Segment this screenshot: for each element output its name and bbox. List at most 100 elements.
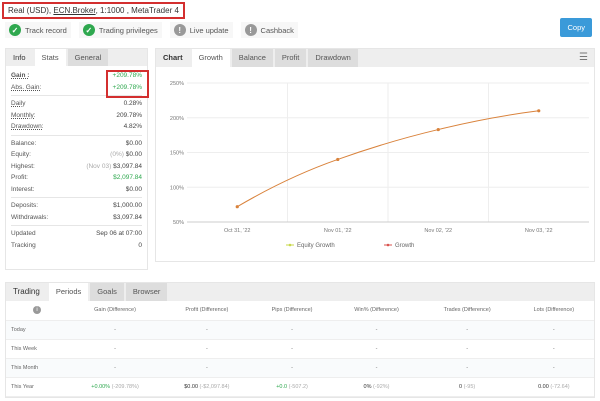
- periods-table: i Gain (Difference) Profit (Difference) Pip…: [6, 301, 594, 397]
- stat-label[interactable]: Abs. Gain:: [11, 83, 42, 91]
- table-cell: 0 (-95): [420, 377, 514, 397]
- table-cell: -: [420, 358, 514, 378]
- stat-label[interactable]: Gain :: [11, 72, 30, 79]
- chart-panel: Chart Growth Balance Profit Drawdown ☰ 2…: [155, 48, 595, 262]
- tab-drawdown[interactable]: Drawdown: [308, 49, 358, 67]
- table-cell: -: [332, 320, 421, 340]
- badge-cashback: ! Cashback: [240, 22, 298, 38]
- check-icon: ✓: [82, 24, 95, 36]
- cell-value: -: [205, 326, 208, 333]
- stat-label: Profit:: [11, 174, 28, 181]
- row-label: This Month: [6, 358, 68, 378]
- stat-value: $3,097.84: [113, 162, 142, 170]
- tab-browser[interactable]: Browser: [125, 283, 168, 301]
- stat-value: $1,000.00: [113, 202, 142, 209]
- table-row: This Month - - - - - -: [6, 358, 594, 378]
- tab-info[interactable]: Info: [6, 49, 33, 66]
- cell-value: -: [466, 364, 469, 371]
- exclamation-icon: !: [244, 24, 257, 36]
- stat-label: Deposits:: [11, 202, 39, 209]
- stat-value: $3,097.84: [113, 213, 142, 221]
- stat-equity: Equity: (0%) $0.00: [6, 149, 147, 161]
- cell-value: -: [291, 326, 293, 333]
- stat-value: $2,097.84: [113, 174, 142, 181]
- badge-label: Live update: [189, 25, 229, 35]
- badge-live-update: ! Live update: [169, 22, 233, 38]
- cell-value: -: [466, 326, 469, 333]
- badge-label: Trading privileges: [98, 25, 158, 35]
- table-cell: -: [420, 320, 514, 340]
- stat-daily: Daily 0.28%: [6, 98, 147, 110]
- periods-panel: Trading Periods Goals Browser i Gain (Dif…: [5, 282, 595, 398]
- y-tick-label: 100%: [170, 185, 184, 191]
- copy-button[interactable]: Copy: [560, 18, 592, 37]
- account-type: Real (USD),: [8, 6, 52, 15]
- stat-balance: Balance: $0.00: [6, 138, 147, 150]
- cell-value: -: [375, 364, 378, 371]
- tab-profit[interactable]: Profit: [274, 49, 307, 67]
- cell-difference: (-92%): [373, 383, 390, 390]
- x-tick-label: Oct 31, '22: [224, 228, 250, 234]
- exclamation-icon: !: [173, 24, 186, 36]
- stat-drawdown: Drawdown: 4.82%: [6, 121, 147, 133]
- badge-label: Cashback: [260, 25, 294, 35]
- stat-value: $0.00: [125, 185, 142, 193]
- tab-stats[interactable]: Stats: [34, 49, 66, 66]
- broker-link[interactable]: ECN.Broker: [53, 6, 96, 15]
- data-point: [436, 127, 440, 132]
- badge-trading-privileges: ✓ Trading privileges: [78, 22, 162, 38]
- tab-goals[interactable]: Goals: [90, 283, 124, 301]
- table-row: This Week - - - - - -: [6, 339, 594, 359]
- stat-label: Interest:: [11, 185, 35, 193]
- column-header: Lots (Difference): [513, 301, 594, 321]
- column-header: Win% (Difference): [332, 301, 421, 321]
- table-row: This Year +0.0 0% (-209.78%) $0.00 (-$2,097…: [6, 377, 594, 397]
- settings-sliders-icon[interactable]: ☰: [579, 52, 588, 63]
- data-point: [336, 157, 340, 162]
- x-tick-label: Nov 02, '22: [424, 228, 452, 234]
- cell-value: -: [375, 326, 378, 333]
- stat-value: 4.82%: [123, 123, 142, 130]
- stats-panel: Info Stats General Gain : +209.78% Abs. G…: [5, 48, 148, 270]
- cell-difference: (-$2,097.84): [199, 383, 230, 390]
- highlight-box: [106, 70, 149, 98]
- cell-value: 0%: [363, 383, 372, 390]
- info-icon[interactable]: i: [6, 301, 68, 321]
- table-header: i Gain (Difference) Profit (Difference) Pip…: [6, 301, 594, 321]
- tab-balance[interactable]: Balance: [231, 49, 273, 67]
- stat-abs-gain: Abs. Gain: +209.78%: [6, 82, 147, 94]
- chart-title: Chart: [156, 49, 190, 67]
- cell-difference: (-95): [463, 383, 476, 390]
- tab-periods[interactable]: Periods: [48, 283, 89, 301]
- cell-difference: (-209.78%): [111, 383, 139, 390]
- tab-trading[interactable]: Trading: [6, 283, 47, 301]
- series-line-growth: [236, 110, 539, 208]
- tab-general[interactable]: General: [67, 49, 109, 66]
- legend-marker: [288, 243, 292, 247]
- table-cell: -: [162, 358, 252, 378]
- table-cell: -: [251, 358, 333, 378]
- stat-label[interactable]: Drawdown:: [11, 123, 44, 130]
- table-cell: -: [68, 358, 163, 378]
- stat-label: Updated: [11, 230, 36, 237]
- table-cell: -: [68, 339, 163, 359]
- stat-deposits: Deposits: $1,000.00: [6, 200, 147, 212]
- stat-gain: Gain : +209.78%: [6, 70, 147, 82]
- stat-value: Sep 06 at 07:00: [96, 230, 142, 237]
- legend-label: Growth: [395, 243, 414, 249]
- stat-highest: Highest: (Nov 03) $3,097.84: [6, 161, 147, 173]
- stat-label[interactable]: Daily: [11, 100, 26, 107]
- cell-value: -: [552, 326, 555, 333]
- table-cell: -: [513, 339, 594, 359]
- stat-updated: Updated Sep 06 at 07:00: [6, 228, 147, 240]
- table-cell: 0% (-92%): [332, 377, 421, 397]
- column-header: Gain (Difference): [68, 301, 163, 321]
- cell-value: +0.0: [276, 383, 288, 390]
- cell-value: $0.00: [184, 383, 198, 390]
- stat-value: $0.00: [125, 139, 142, 147]
- stat-label[interactable]: Monthly:: [11, 111, 36, 119]
- tab-growth[interactable]: Growth: [191, 49, 230, 67]
- row-label: This Year: [6, 377, 68, 397]
- stat-label: Highest:: [11, 162, 35, 170]
- cell-value: -: [205, 345, 208, 352]
